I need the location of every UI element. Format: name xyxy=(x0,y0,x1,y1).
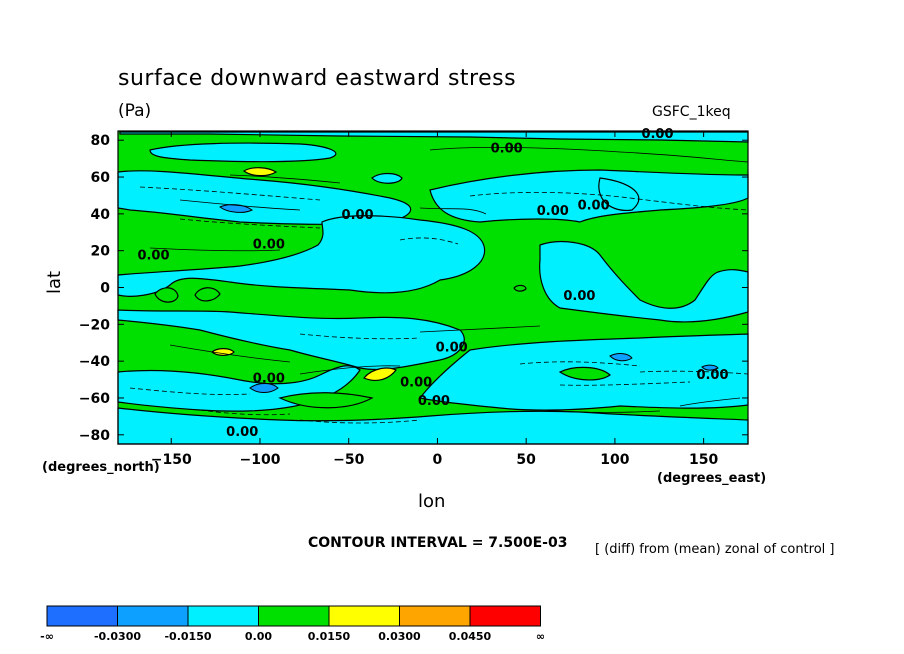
field-negative-region-8 xyxy=(117,309,465,371)
contour-positive-1 xyxy=(229,174,341,184)
colorbar-label: ∞ xyxy=(536,630,545,643)
field-positive-island-4 xyxy=(278,392,374,409)
contour-negative-1 xyxy=(179,218,321,229)
field-positive-island-2 xyxy=(513,284,527,292)
contour-negative-5 xyxy=(129,387,251,395)
contour-label: 0.00 xyxy=(491,142,523,157)
colorbar-swatch xyxy=(187,605,259,627)
x-tick-label: 150 xyxy=(689,452,718,468)
y-axis-units: (degrees_north) xyxy=(42,460,160,475)
contour-negative-8 xyxy=(299,419,421,424)
contour-positive-8 xyxy=(679,397,741,407)
x-tick-label: 0 xyxy=(433,452,443,468)
y-axis-label: lat xyxy=(44,270,65,294)
y-tick-label: −60 xyxy=(79,391,110,407)
colorbar-label: -0.0300 xyxy=(94,630,141,643)
contour-positive-7 xyxy=(539,409,661,413)
field-high-region-2 xyxy=(363,367,397,382)
contour-positive-0 xyxy=(429,146,749,163)
field-low-region-1 xyxy=(609,353,633,362)
colorbar-swatch xyxy=(328,605,400,627)
x-axis-label: lon xyxy=(418,491,446,512)
contour-label: 0.00 xyxy=(342,208,374,223)
colorbar-label: 0.0150 xyxy=(308,630,351,643)
contour-label: 0.00 xyxy=(253,237,285,252)
contour-label: 0.00 xyxy=(137,248,169,263)
diff-annotation: [ (diff) from (mean) zonal of control ] xyxy=(595,542,835,557)
contour-label: 0.00 xyxy=(537,204,569,219)
colorbar-swatch xyxy=(46,605,118,627)
field-negative-region-2 xyxy=(117,170,412,225)
colorbar-label: -0.0150 xyxy=(164,630,211,643)
contour-positive-4 xyxy=(169,344,291,363)
field-negative-region-3 xyxy=(371,172,403,184)
contour-negative-7 xyxy=(559,381,691,386)
y-tick-label: −40 xyxy=(79,354,110,370)
y-tick-label: 20 xyxy=(91,244,111,260)
contour-label: 0.00 xyxy=(578,199,610,214)
plot-area xyxy=(117,131,749,445)
field-negative-region-4 xyxy=(429,169,749,223)
colorbar-label: 0.0300 xyxy=(378,630,421,643)
contour-label: 0.00 xyxy=(696,368,728,383)
field-negative-region-1 xyxy=(149,142,337,163)
field-low-region-3 xyxy=(701,364,719,371)
x-tick-label: 50 xyxy=(516,452,536,468)
field-high-region-1 xyxy=(211,348,235,356)
y-tick-label: 40 xyxy=(91,207,111,223)
x-tick-label: 100 xyxy=(600,452,629,468)
field-negative-region-7 xyxy=(539,240,749,323)
contour-positive-5 xyxy=(419,325,541,333)
contour-label: 0.00 xyxy=(436,340,468,355)
contour-labels: 0.00 0.00 0.00 0.00 0.00 0.00 0.00 0.00 0.00 0.00… xyxy=(137,127,728,440)
x-tick-label: −100 xyxy=(239,452,280,468)
field-low-region-2 xyxy=(249,383,279,393)
colorbar-swatch xyxy=(469,605,541,627)
contour-positive-3 xyxy=(149,247,281,252)
colorbar-label: 0.00 xyxy=(245,630,272,643)
chart-units: (Pa) xyxy=(118,101,152,121)
contour-label: 0.00 xyxy=(253,372,285,387)
contour-negative-2 xyxy=(469,191,749,211)
colorbar-swatch xyxy=(399,605,471,627)
contour-negative-0 xyxy=(139,186,321,201)
contour-label: 0.00 xyxy=(400,375,432,390)
contour-lines xyxy=(129,146,749,424)
contour-label: 0.00 xyxy=(563,289,595,304)
axes: −150 −100 −50 0 50 100 150 80 60 40 20 0 −20 −40 −60 −8… xyxy=(79,131,748,468)
y-tick-label: 60 xyxy=(91,170,111,186)
y-tick-label: 80 xyxy=(91,133,111,149)
colorbar-swatch xyxy=(117,605,189,627)
colorbar-swatch xyxy=(258,605,330,627)
y-tick-label: 0 xyxy=(100,281,110,297)
field-negative-region-6 xyxy=(117,215,486,297)
field-negative-region-11 xyxy=(117,407,749,445)
field-positive-island-1 xyxy=(194,287,221,302)
contour-negative-10 xyxy=(199,409,291,416)
y-tick-label: −80 xyxy=(79,428,110,444)
dataset-name: GSFC_1keq xyxy=(652,104,731,120)
colorbar-label: -∞ xyxy=(40,630,54,643)
contour-negative-4 xyxy=(299,333,421,340)
field-high-region-0 xyxy=(242,167,278,177)
field-positive-island-3 xyxy=(558,366,611,381)
contour-label: 0.00 xyxy=(641,127,673,142)
contour-positive-9 xyxy=(419,207,487,215)
x-tick-label: −150 xyxy=(151,452,192,468)
colorbar: -∞ -0.0300 -0.0150 0.00 0.0150 0.0300 0.0450 ∞ xyxy=(40,605,545,643)
contour-positive-6 xyxy=(299,365,401,375)
contour-interval: CONTOUR INTERVAL = 7.500E-03 xyxy=(308,535,568,551)
field-positive-island-0 xyxy=(154,287,179,303)
y-tick-label: −20 xyxy=(79,317,110,333)
chart-title: surface downward eastward stress xyxy=(118,66,517,91)
x-tick-label: −50 xyxy=(333,452,364,468)
contour-label: 0.00 xyxy=(226,425,258,440)
contour-negative-9 xyxy=(639,370,749,375)
contour-negative-6 xyxy=(519,361,641,367)
contour-positive-2 xyxy=(179,199,301,211)
x-axis-units: (degrees_east) xyxy=(657,471,767,486)
colorbar-label: 0.0450 xyxy=(449,630,492,643)
contour-label: 0.00 xyxy=(418,394,450,409)
